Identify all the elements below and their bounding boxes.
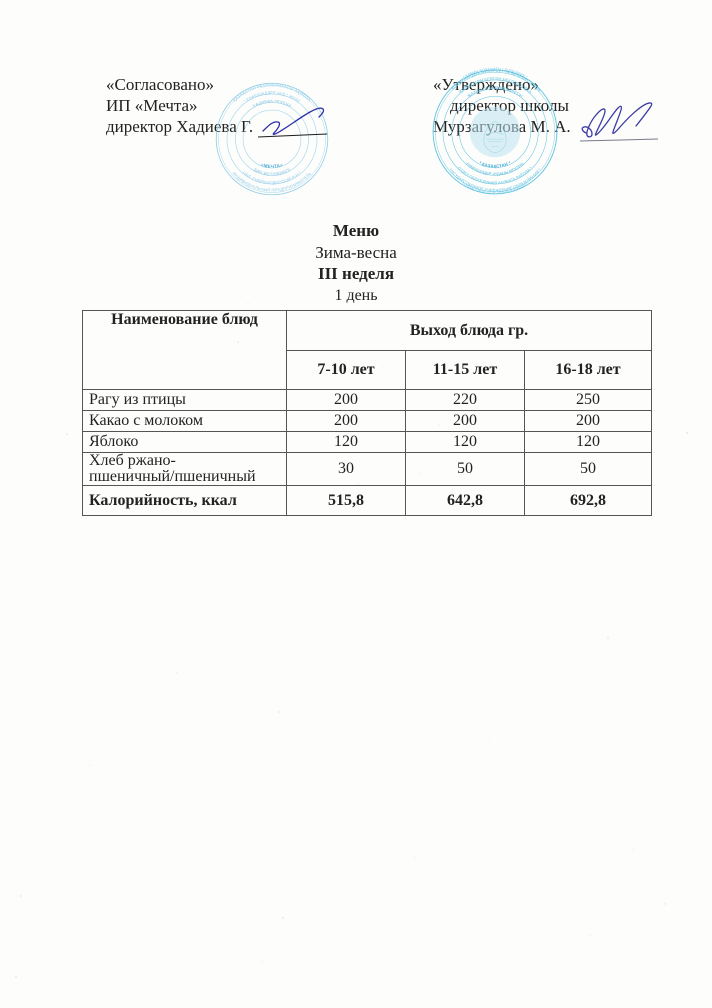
svg-text:* ҚАЗАҚСТАН *: * ҚАЗАҚСТАН * — [478, 160, 511, 169]
svg-text:«МЕЧТА»: «МЕЧТА» — [260, 162, 283, 169]
